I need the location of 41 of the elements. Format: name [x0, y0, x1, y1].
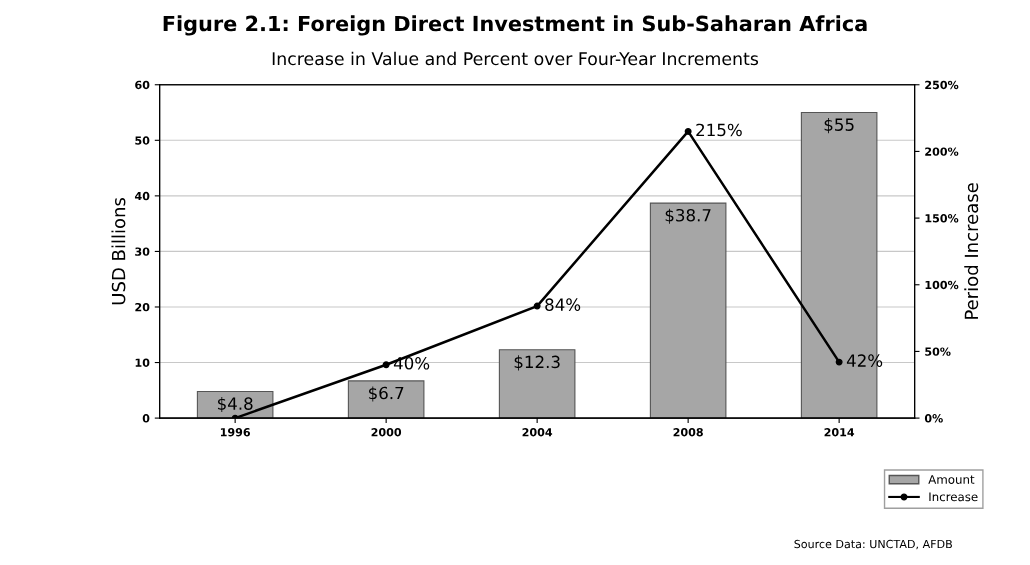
chart-title: Figure 2.1: Foreign Direct Investment in Sub-Saharan Africa: [163, 15, 867, 36]
data-label: 42%: [846, 354, 883, 367]
data-label: $12.3: [514, 355, 560, 371]
data-label: $4.8: [217, 396, 253, 413]
bar: [347, 380, 425, 419]
data-label: 40%: [393, 356, 430, 370]
data-label: $55: [824, 118, 854, 134]
data-label: $38.7: [665, 208, 711, 224]
legend-label: Amount: [928, 475, 975, 484]
y2-tick-label: 0%: [924, 414, 943, 423]
y-tick-label: 10: [135, 358, 150, 367]
y-tick-label: 60: [135, 80, 150, 90]
y-axis-title: USD Billions: [111, 197, 126, 305]
data-label: 84%: [545, 298, 581, 311]
y2-tick-label: 250%: [925, 80, 959, 90]
legend-label: Increase: [929, 492, 978, 502]
x-tick-label: 2014: [824, 428, 855, 437]
y2-tick-label: 50%: [925, 347, 951, 356]
chart-subtitle: Increase in Value and Percent over Four-Year Increments: [272, 51, 759, 66]
y2-tick-label: 200%: [925, 147, 959, 156]
data-label: 215%: [696, 123, 742, 137]
y-tick-label: 50: [135, 136, 150, 145]
point: [533, 302, 541, 310]
x-tick-label: 2004: [522, 428, 553, 437]
bar: [649, 202, 727, 419]
point: [684, 127, 692, 135]
source-note: Source Data: UNCTAD, AFDB: [794, 539, 952, 550]
x-tick-label: 2008: [673, 428, 703, 437]
x-tick-label: 1996: [220, 428, 251, 437]
data-label: $6.7: [368, 386, 404, 402]
x-tick-label: 2000: [371, 428, 402, 437]
y-tick-label: 30: [135, 247, 150, 256]
y2-axis-title: Period Increase: [964, 183, 979, 319]
y2-tick-label: 100%: [925, 280, 959, 290]
y-tick-label: 0: [142, 414, 150, 423]
bar: [498, 349, 576, 419]
y2-tick-label: 150%: [925, 214, 959, 223]
y-tick-label: 40: [134, 191, 150, 201]
y-tick-label: 20: [135, 302, 150, 312]
point: [382, 361, 390, 369]
point: [835, 358, 843, 366]
